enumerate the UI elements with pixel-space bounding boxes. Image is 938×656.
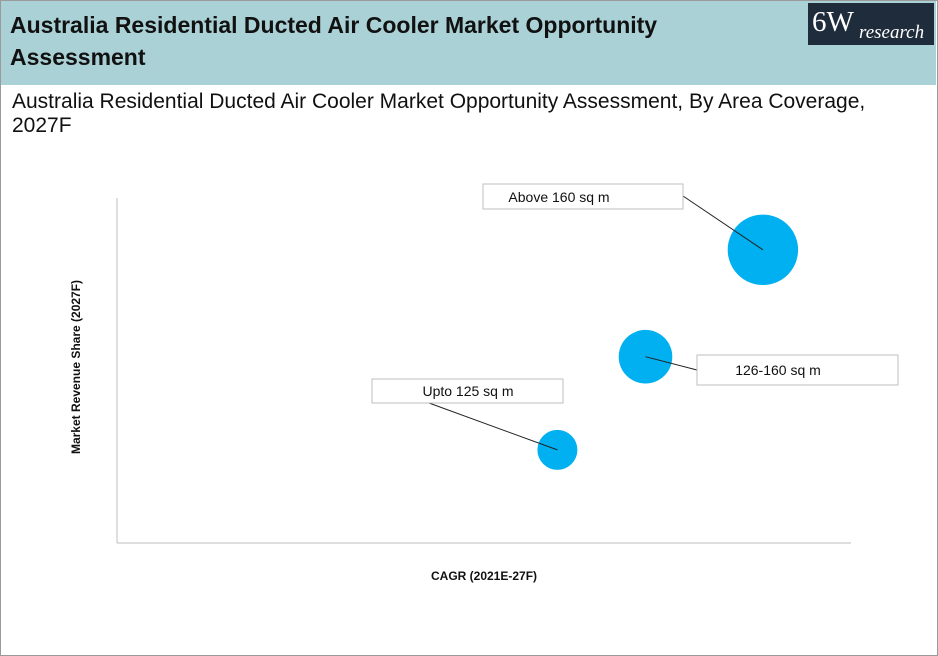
brand-logo: 6W research	[808, 3, 934, 45]
data-label-above-160-sq-m: Above 160 sq m	[508, 189, 609, 205]
label-box-upto-125-sq-m	[371, 378, 564, 404]
leader-line-126-160-sq-m	[645, 356, 698, 371]
data-label-126-160-sq-m: 126-160 sq m	[735, 362, 821, 378]
chart-title: Australia Residential Ducted Air Cooler …	[12, 90, 866, 137]
leader-line-upto-125-sq-m	[428, 402, 558, 451]
header-banner: Australia Residential Ducted Air Cooler …	[1, 1, 936, 85]
label-box-above-160-sq-m	[482, 183, 684, 210]
logo-mark: 6W	[812, 6, 854, 38]
bubble-series: Upto 125 sq m 126-160 sq m Above 160 sq m	[371, 183, 899, 470]
page-title: Australia Residential Ducted Air Cooler …	[10, 12, 658, 70]
y-axis-label: Market Revenue Share (2027F)	[69, 280, 83, 454]
leader-line-above-160-sq-m	[682, 195, 764, 251]
logo-wordmark: research	[859, 22, 925, 43]
data-label-upto-125-sq-m: Upto 125 sq m	[422, 383, 513, 399]
label-box-126-160-sq-m	[696, 354, 899, 386]
x-axis-label: CAGR (2021E-27F)	[431, 569, 537, 583]
